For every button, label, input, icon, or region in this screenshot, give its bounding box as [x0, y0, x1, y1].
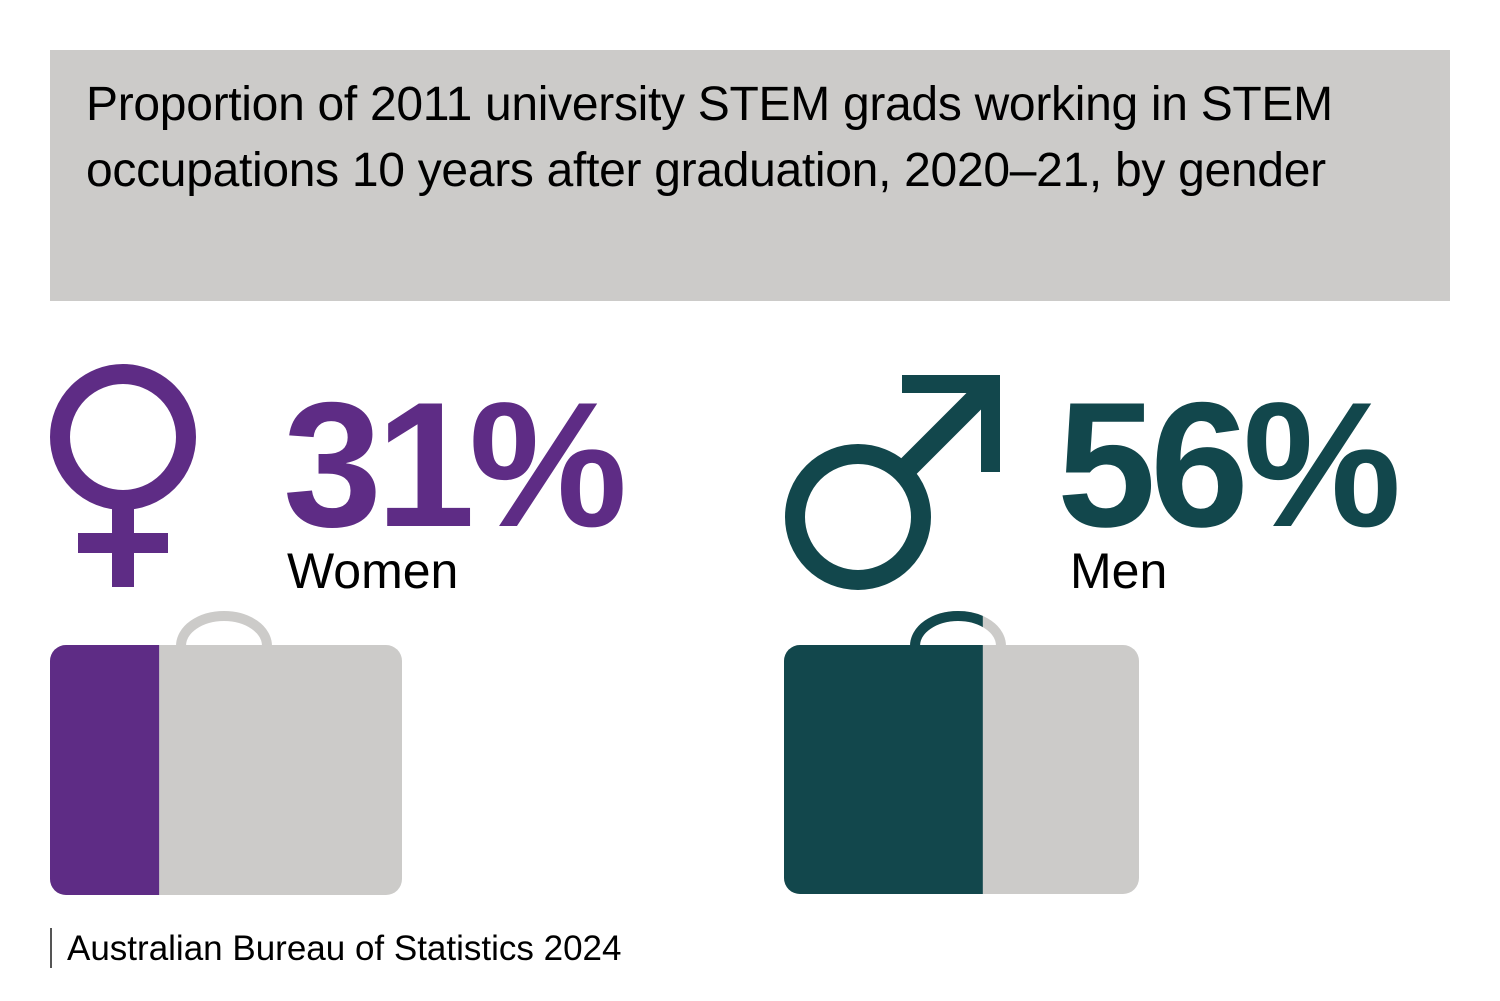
men-briefcase-bar	[784, 611, 1139, 894]
male-symbol-icon	[785, 375, 1000, 590]
female-symbol-icon	[50, 364, 196, 587]
source-text: Australian Bureau of Statistics 2024	[67, 928, 622, 968]
title-box: Proportion of 2011 university STEM grads…	[50, 50, 1450, 301]
source-divider	[50, 928, 52, 968]
chart-title: Proportion of 2011 university STEM grads…	[86, 78, 1333, 197]
women-label: Women	[287, 543, 459, 599]
men-percentage: 56%	[1057, 365, 1401, 564]
women-fill	[50, 645, 160, 895]
source-note: Australian Bureau of Statistics 2024	[50, 928, 621, 968]
women-percentage: 31%	[283, 365, 627, 564]
men-label: Men	[1070, 543, 1168, 599]
men-fill	[784, 645, 983, 894]
women-briefcase-bar	[50, 611, 402, 895]
